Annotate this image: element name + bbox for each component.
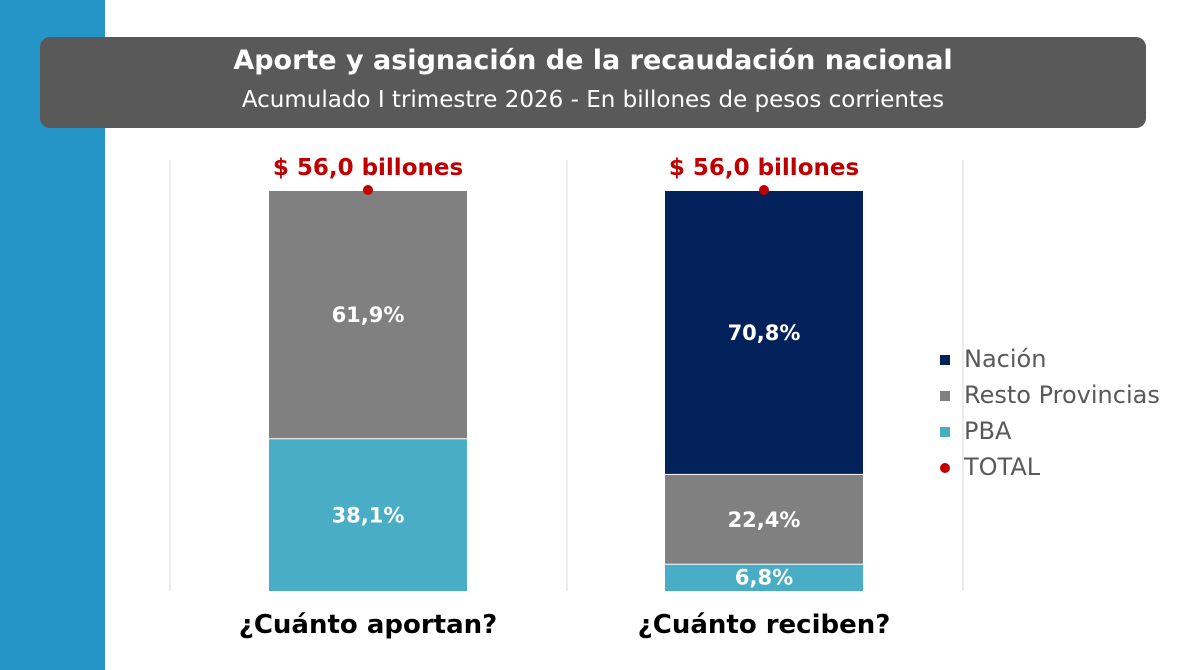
bar-segment-pba xyxy=(665,563,863,591)
total-label: $ 56,0 billones xyxy=(273,155,463,181)
data-label-resto: 22,4% xyxy=(728,508,801,532)
data-label-pba: 38,1% xyxy=(332,504,405,528)
total-marker-dot xyxy=(363,185,373,195)
bar-segment-pba xyxy=(269,438,467,591)
bar-segment-nacion xyxy=(665,190,863,474)
legend-swatch-nacion xyxy=(940,355,950,365)
category-label: ¿Cuánto aportan? xyxy=(239,610,497,640)
legend-swatch-resto xyxy=(940,391,950,401)
legend-label-total: TOTAL xyxy=(964,453,1041,481)
chart-title: Aporte y asignación de la recaudación na… xyxy=(233,45,953,76)
total-label: $ 56,0 billones xyxy=(669,155,859,181)
legend-label-pba: PBA xyxy=(964,417,1012,445)
legend-label-resto: Resto Provincias xyxy=(964,381,1160,409)
data-label-resto: 61,9% xyxy=(332,303,405,327)
bar-segment-resto xyxy=(665,473,863,564)
bar-segment-resto xyxy=(269,190,467,439)
legend-swatch-total xyxy=(940,463,950,473)
data-label-nacion: 70,8% xyxy=(728,321,801,345)
chart-subtitle: Acumulado I trimestre 2026 - En billones… xyxy=(241,87,945,113)
legend-swatch-pba xyxy=(940,427,950,437)
legend-label-nacion: Nación xyxy=(964,345,1047,373)
header-banner: Aporte y asignación de la recaudación na… xyxy=(40,37,1146,128)
total-marker-dot xyxy=(759,185,769,195)
data-label-pba: 6,8% xyxy=(735,565,793,589)
category-label: ¿Cuánto reciben? xyxy=(638,610,891,640)
